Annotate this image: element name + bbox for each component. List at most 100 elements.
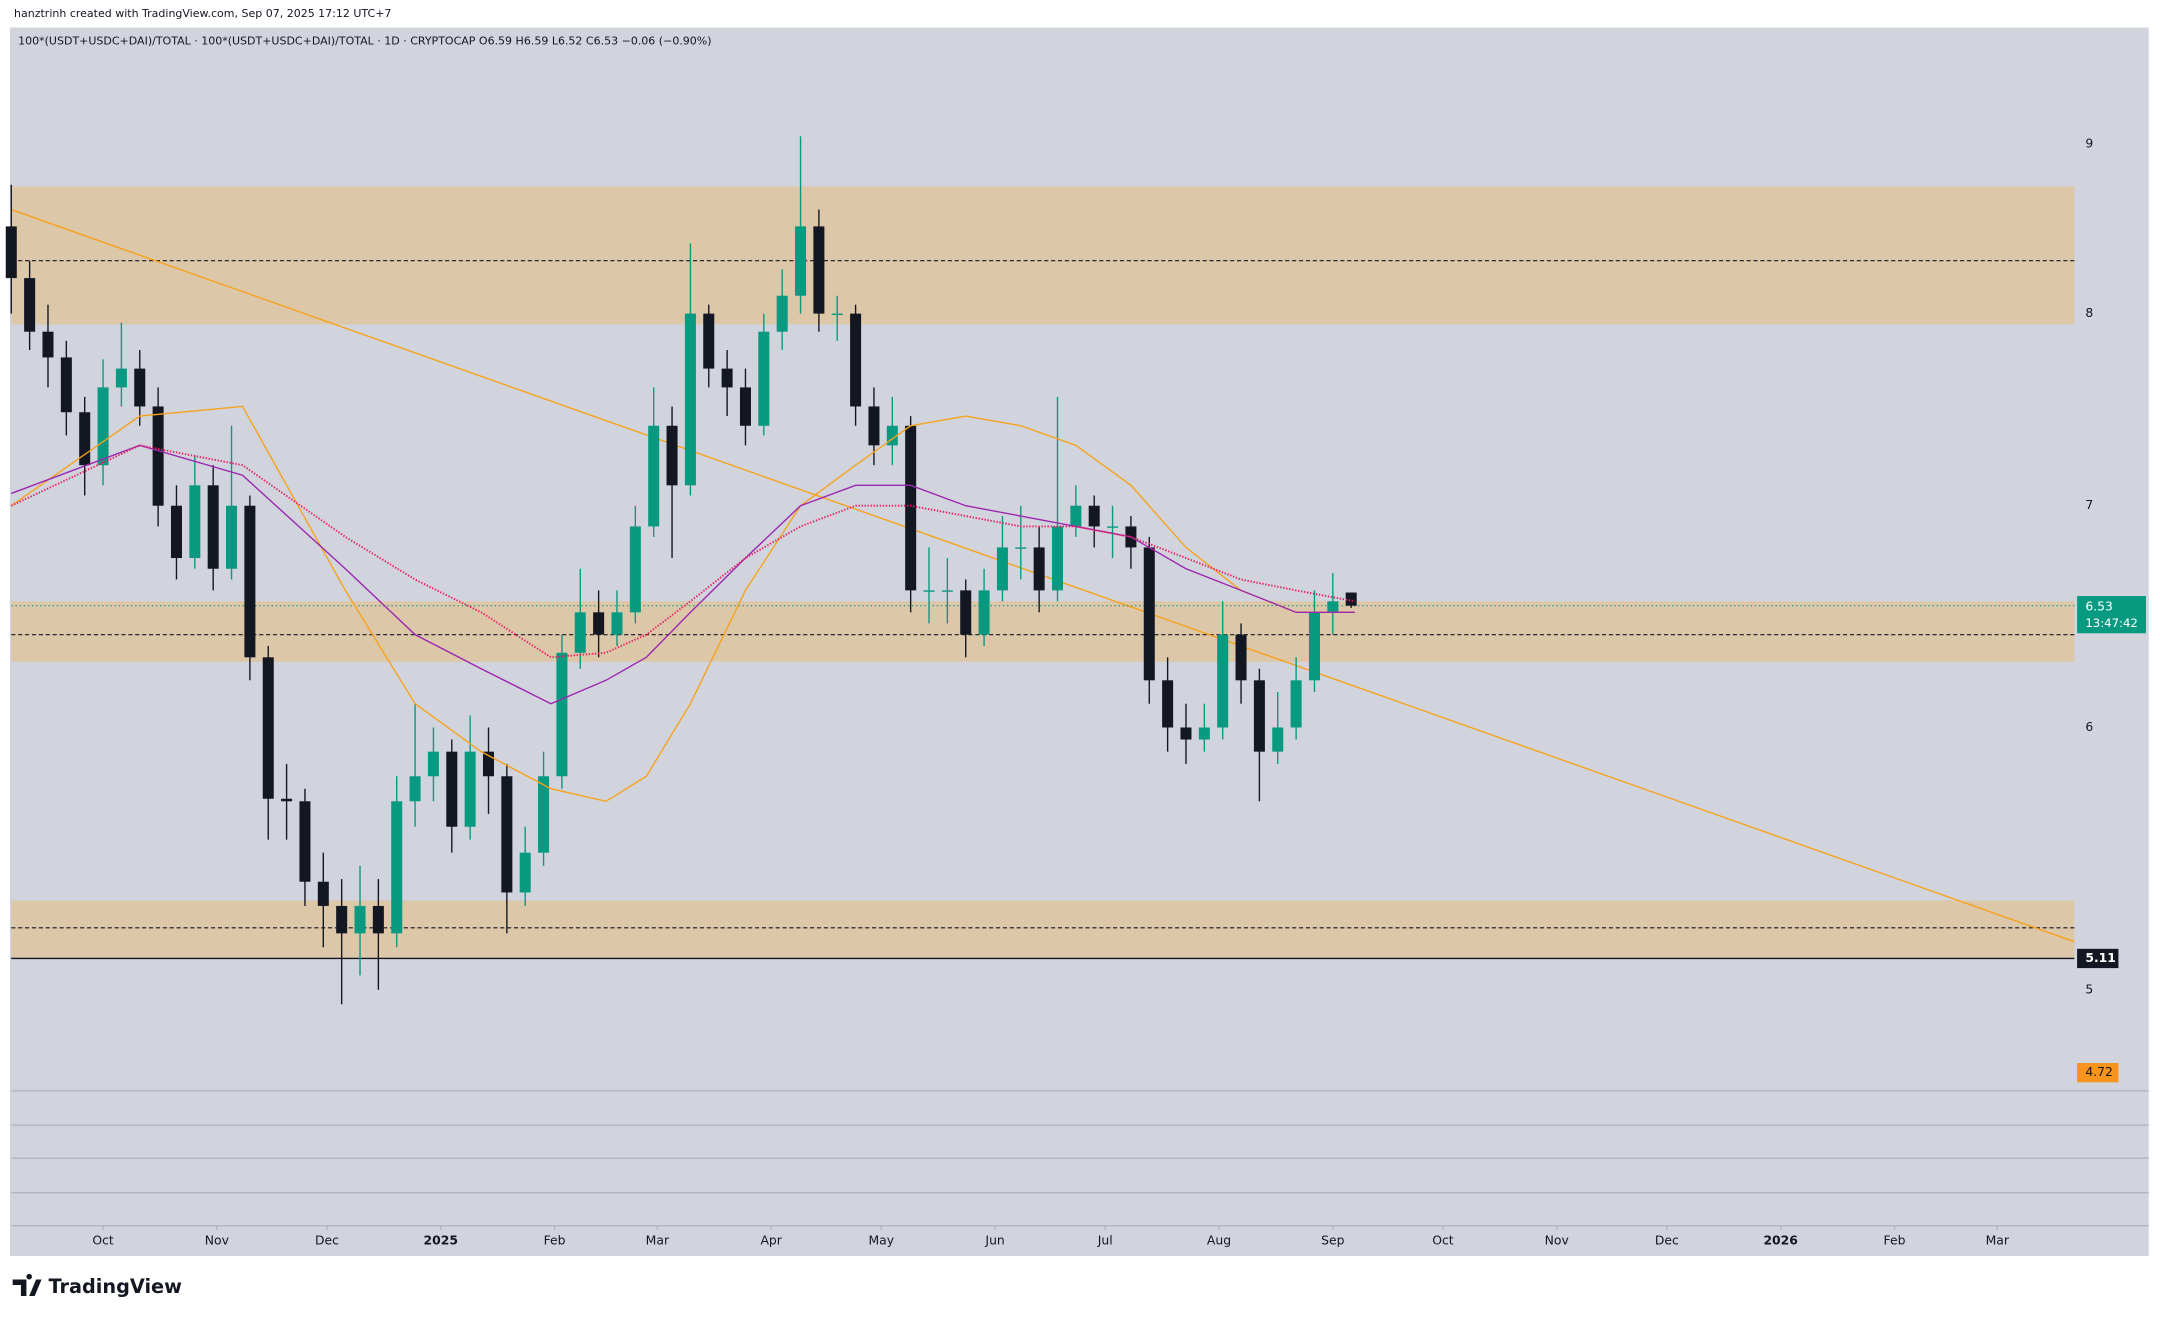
candle-body xyxy=(960,590,972,635)
candle-body xyxy=(1327,601,1339,613)
zone xyxy=(11,900,2075,959)
candle-body xyxy=(886,425,898,446)
candle-body xyxy=(831,313,843,315)
x-tick-label: Oct xyxy=(1432,1232,1454,1247)
plot-area: 5 6 7 8 9 Oct Nov Dec 2025 Feb Mar Apr May Jun Jul Aug S… xyxy=(5,136,2146,1247)
candle-body xyxy=(482,751,495,777)
candle-body xyxy=(1051,526,1064,591)
support-label: 5.11 xyxy=(2085,950,2116,965)
candle-body xyxy=(207,485,219,569)
candle-body xyxy=(1272,727,1284,752)
candle-body xyxy=(317,881,329,906)
candle-body xyxy=(1253,680,1265,752)
candle-body xyxy=(1088,505,1100,527)
logo-icon xyxy=(12,1273,42,1296)
candle-body xyxy=(1107,526,1119,528)
candle-body xyxy=(739,387,751,426)
candle-body xyxy=(170,505,182,559)
candle-body xyxy=(611,612,623,635)
alert-label: 4.72 xyxy=(2085,1064,2113,1079)
y-tick-label: 9 xyxy=(2085,136,2093,151)
candle-body xyxy=(262,657,274,799)
x-tick-label: Dec xyxy=(1655,1232,1679,1247)
x-tick-label: May xyxy=(868,1232,894,1247)
moving-average xyxy=(10,444,1356,659)
candle-body xyxy=(556,652,568,777)
candle-body xyxy=(244,505,256,658)
candle-body xyxy=(574,612,586,653)
candle-body xyxy=(795,226,807,296)
candle-body xyxy=(427,751,439,777)
candle-body xyxy=(758,331,770,426)
candle-body xyxy=(281,798,293,802)
x-tick-label: Sep xyxy=(1321,1232,1344,1247)
x-tick-label: Aug xyxy=(1207,1232,1231,1247)
candle-body xyxy=(372,905,384,934)
candle-body xyxy=(115,368,127,388)
candle-body xyxy=(1217,634,1229,728)
candle-body xyxy=(923,590,935,592)
candle-body xyxy=(1345,592,1357,606)
candle-body xyxy=(721,368,733,388)
x-tick-label: Nov xyxy=(1545,1232,1569,1247)
x-tick-label: Feb xyxy=(1884,1232,1906,1247)
moving-average xyxy=(10,405,1355,803)
candle-body xyxy=(1033,547,1045,591)
candle-body xyxy=(703,313,715,369)
candle-body xyxy=(1162,680,1174,728)
candle-body xyxy=(409,776,421,802)
candle-body xyxy=(850,313,862,407)
candle-body xyxy=(684,313,696,486)
candle-body xyxy=(336,905,348,934)
candle-body xyxy=(813,226,825,314)
candle-body xyxy=(941,590,953,592)
x-tick-label: 2026 xyxy=(1763,1232,1797,1247)
zone xyxy=(11,601,2075,662)
candle-body xyxy=(538,776,550,853)
candle-body xyxy=(299,801,311,882)
support-badge xyxy=(2077,948,2119,969)
y-tick-label: 6 xyxy=(2085,719,2093,734)
x-tick-label: Oct xyxy=(92,1232,114,1247)
candle-body xyxy=(501,776,513,893)
alert-badge xyxy=(2077,1063,2119,1083)
candle-body xyxy=(226,505,238,569)
moving-average xyxy=(11,444,1355,705)
candle-body xyxy=(1235,634,1247,681)
candle-body xyxy=(1015,547,1027,549)
header: hanztrinh created with TradingView.com, … xyxy=(14,7,391,20)
candle-body xyxy=(354,905,366,934)
candle-body xyxy=(42,331,54,358)
x-tick-label: Mar xyxy=(646,1232,670,1247)
candle-body xyxy=(5,226,17,279)
x-tick-label: Feb xyxy=(544,1232,566,1247)
candle-body xyxy=(1198,727,1210,740)
candle-body xyxy=(97,387,109,466)
candle-body xyxy=(868,406,880,446)
x-tick-label: Nov xyxy=(205,1232,229,1247)
x-tick-label: Mar xyxy=(1986,1232,2010,1247)
brand-logo: TradingView xyxy=(12,1273,182,1298)
candle-body xyxy=(152,406,164,506)
brand-name: TradingView xyxy=(48,1275,182,1298)
candle-body xyxy=(60,357,72,413)
candle-body xyxy=(666,425,678,486)
candle-body xyxy=(776,295,788,332)
bar-countdown: 13:47:42 xyxy=(2085,616,2138,630)
candle-body xyxy=(446,751,458,827)
candle-body xyxy=(1143,547,1155,681)
x-tick-label: Jun xyxy=(984,1232,1004,1247)
candle-body xyxy=(464,751,476,827)
candle-body xyxy=(79,412,91,466)
x-tick-label: Apr xyxy=(760,1232,782,1247)
last-price-badge xyxy=(2077,596,2146,634)
candle-body xyxy=(905,425,917,591)
x-tick-label: Dec xyxy=(315,1232,339,1247)
last-price-label: 6.53 xyxy=(2085,599,2113,614)
candle-body xyxy=(519,852,531,893)
candle-body xyxy=(134,368,146,407)
candle-body xyxy=(1290,680,1302,728)
x-tick-label: 2025 xyxy=(424,1232,458,1247)
candle-body xyxy=(629,526,641,613)
